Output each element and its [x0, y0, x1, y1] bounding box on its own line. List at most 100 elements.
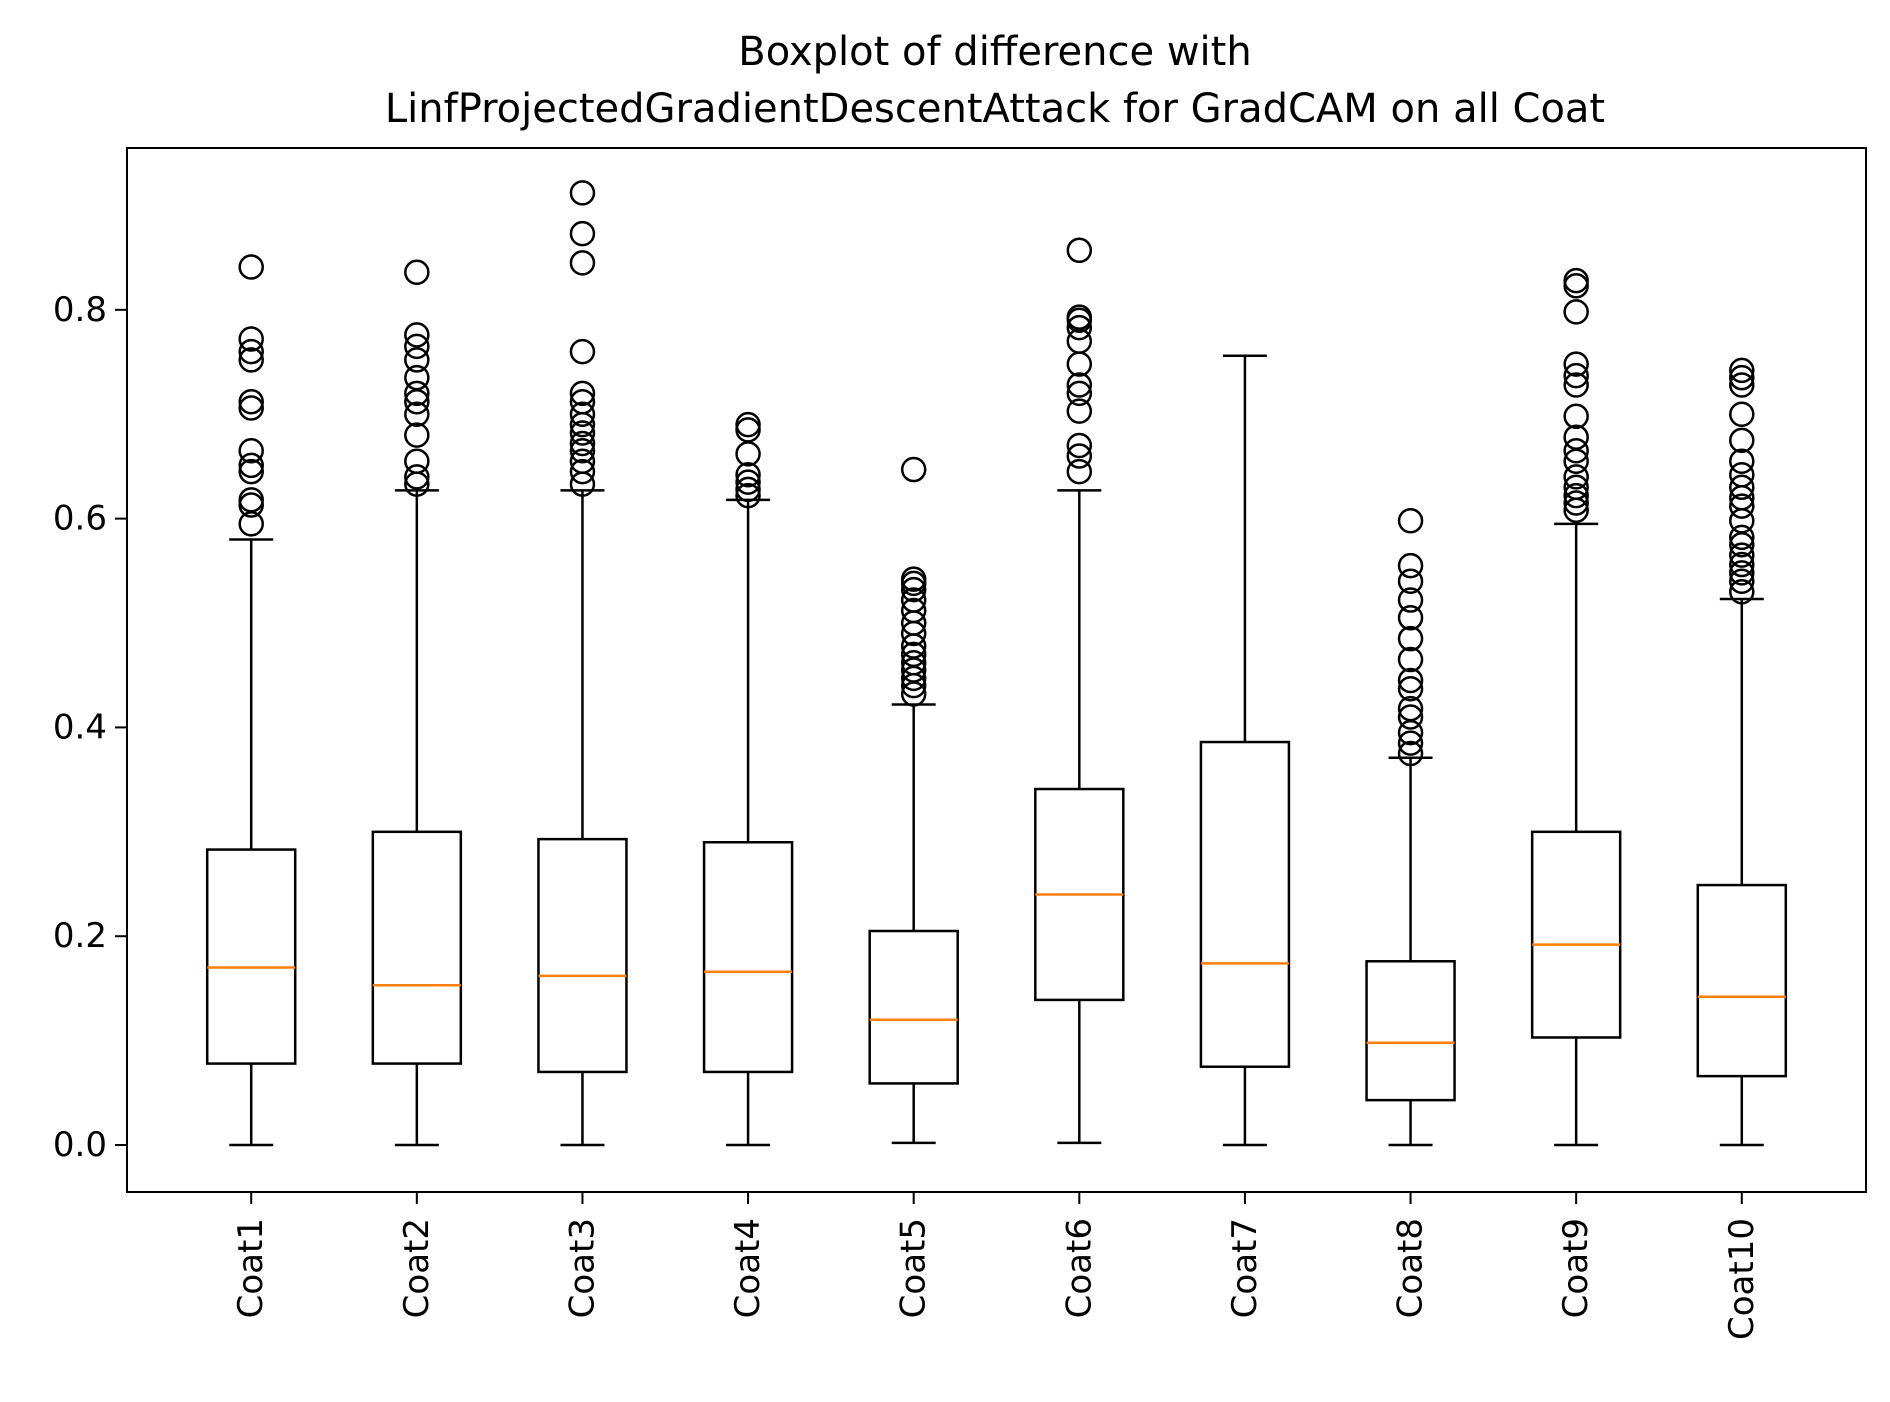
- x-tick-label: Coat10: [1722, 1218, 1762, 1340]
- x-tick-label: Coat2: [397, 1218, 437, 1318]
- box-group-coat7: [1199, 354, 1291, 1147]
- outlier-point: [404, 347, 430, 373]
- outlier-point: [1066, 443, 1093, 469]
- outlier-point: [1729, 551, 1755, 578]
- outlier-point: [1066, 380, 1093, 407]
- outlier-point: [1066, 237, 1093, 264]
- outlier-point: [1563, 273, 1589, 299]
- iqr-box: [702, 841, 794, 1074]
- outlier-point: [900, 456, 927, 483]
- outlier-point: [1066, 432, 1093, 459]
- outlier-point: [1397, 587, 1424, 613]
- outlier-point: [735, 441, 761, 467]
- y-tick-label: 0.4: [53, 707, 107, 747]
- outlier-point: [1729, 560, 1755, 586]
- iqr-box: [868, 929, 959, 1085]
- box-group-coat8: [1365, 507, 1456, 1147]
- iqr-box: [371, 830, 463, 1065]
- outlier-point: [238, 254, 264, 280]
- outlier-point: [1066, 351, 1093, 377]
- iqr-box: [1199, 740, 1291, 1068]
- outlier-point: [1729, 401, 1755, 427]
- box-group-coat6: [1034, 237, 1125, 1145]
- outlier-point: [1066, 328, 1093, 354]
- x-tick-label: Coat8: [1391, 1218, 1431, 1318]
- outlier-point: [404, 380, 430, 407]
- outlier-point: [1729, 568, 1755, 595]
- y-tick-label: 0.2: [53, 916, 107, 956]
- y-tick-label: 0.6: [53, 499, 107, 539]
- outlier-point: [1729, 448, 1755, 474]
- outlier-point: [238, 452, 264, 479]
- box-group-coat5: [868, 456, 959, 1145]
- outlier-point: [1397, 740, 1424, 767]
- outlier-point: [1729, 542, 1755, 568]
- outlier-point: [1563, 403, 1589, 430]
- outlier-point: [569, 180, 596, 206]
- outlier-point: [1563, 372, 1589, 398]
- outlier-point: [1563, 351, 1589, 377]
- x-tick-label: Coat4: [728, 1218, 768, 1318]
- outlier-point: [1066, 398, 1093, 424]
- outlier-point: [238, 438, 264, 464]
- outlier-point: [1563, 362, 1589, 389]
- outlier-point: [1563, 482, 1589, 509]
- outlier-point: [1397, 695, 1424, 722]
- outlier-point: [1729, 357, 1755, 384]
- chart-title-line2: LinfProjectedGradientDescentAttack for G…: [385, 86, 1605, 132]
- outlier-point: [735, 462, 761, 488]
- outlier-point: [1066, 314, 1093, 341]
- outlier-point: [735, 411, 761, 438]
- outlier-point: [1397, 646, 1424, 673]
- x-tick-label: Coat3: [562, 1218, 602, 1318]
- outlier-point: [569, 401, 596, 427]
- outlier-point: [1563, 490, 1589, 516]
- outlier-point: [1729, 493, 1755, 519]
- outlier-point: [569, 448, 596, 474]
- outlier-point: [1397, 552, 1424, 579]
- outlier-point: [404, 333, 430, 360]
- outlier-point: [569, 380, 596, 407]
- outlier-point: [1729, 427, 1755, 454]
- x-tick-label: Coat7: [1225, 1218, 1265, 1318]
- outlier-point: [1397, 704, 1424, 730]
- outlier-point: [735, 469, 761, 495]
- outlier-point: [1397, 667, 1424, 694]
- box-group-coat2: [371, 259, 463, 1147]
- outlier-point: [238, 347, 264, 373]
- iqr-box: [1365, 960, 1456, 1102]
- outlier-point: [569, 458, 596, 485]
- outlier-point: [1397, 568, 1424, 595]
- outlier-point: [1729, 372, 1755, 398]
- outlier-point: [569, 220, 596, 247]
- chart-title-line1: Boxplot of difference with: [738, 29, 1251, 75]
- x-tick-label: Coat1: [231, 1218, 271, 1318]
- boxes-layer: [205, 180, 1788, 1147]
- outlier-point: [1729, 364, 1755, 391]
- outlier-point: [900, 641, 927, 668]
- outlier-point: [1397, 507, 1424, 534]
- outlier-point: [238, 458, 264, 485]
- outlier-point: [900, 576, 927, 603]
- outlier-point: [238, 395, 264, 421]
- outlier-point: [900, 597, 927, 624]
- outlier-point: [1066, 458, 1093, 485]
- outlier-point: [404, 448, 430, 474]
- outlier-point: [404, 259, 430, 285]
- outlier-point: [569, 338, 596, 365]
- outlier-point: [404, 464, 430, 490]
- outlier-point: [1397, 625, 1424, 652]
- outlier-point: [1729, 474, 1755, 501]
- outlier-point: [404, 401, 430, 427]
- y-tick-label: 0.0: [53, 1125, 107, 1165]
- plot-frame: [126, 147, 1867, 1193]
- outlier-point: [404, 322, 430, 348]
- outlier-point: [1397, 730, 1424, 756]
- iqr-box: [1530, 830, 1622, 1039]
- outlier-point: [1729, 524, 1755, 551]
- outlier-point: [1066, 372, 1093, 398]
- outlier-point: [900, 566, 927, 592]
- outlier-point: [1563, 267, 1589, 294]
- outlier-point: [569, 250, 596, 276]
